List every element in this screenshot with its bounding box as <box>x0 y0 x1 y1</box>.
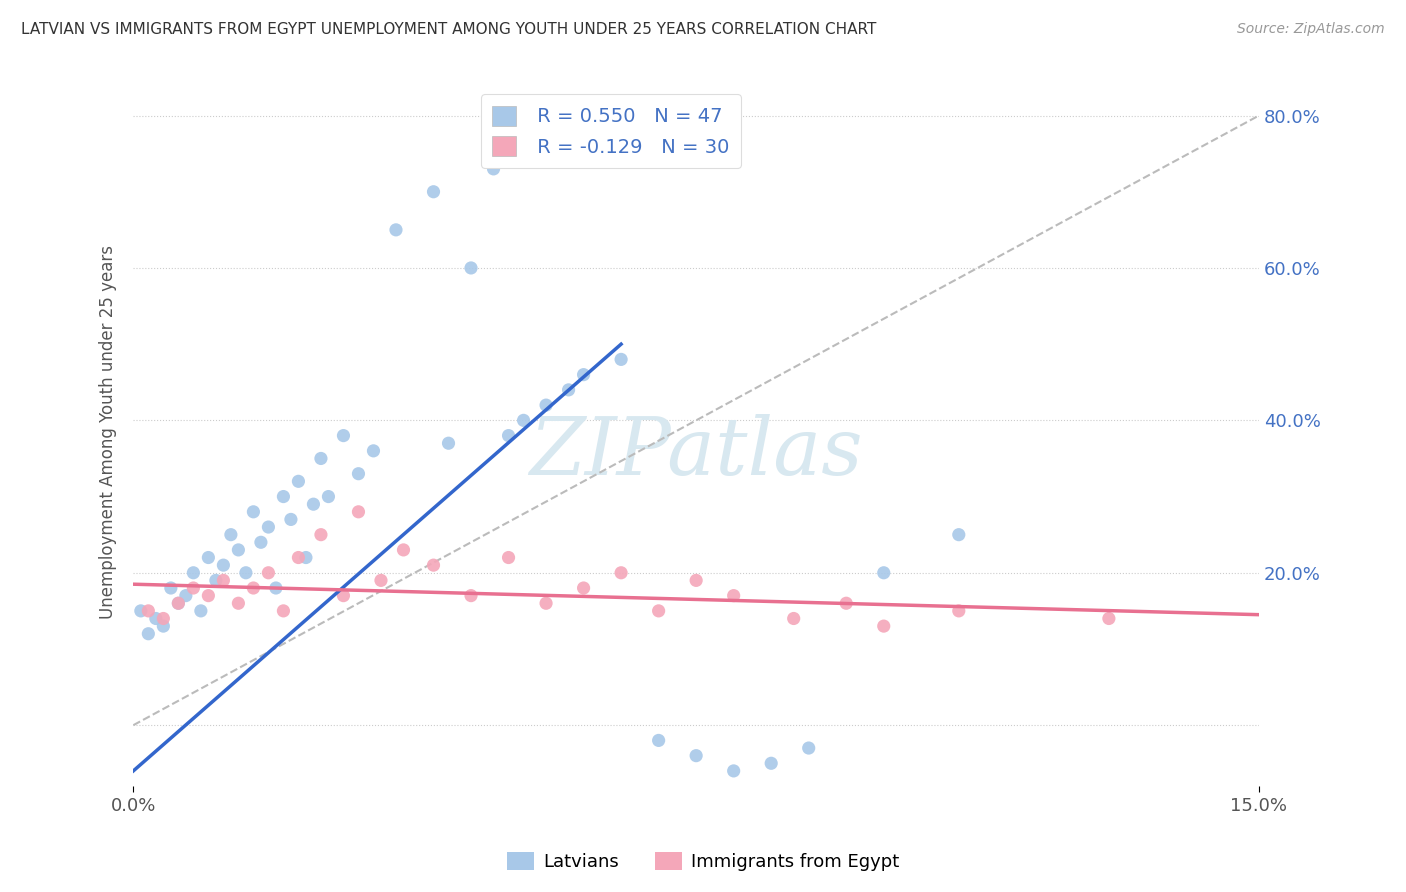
Text: ZIPatlas: ZIPatlas <box>530 414 863 491</box>
Text: Source: ZipAtlas.com: Source: ZipAtlas.com <box>1237 22 1385 37</box>
Point <box>302 497 325 511</box>
Point <box>273 490 295 504</box>
Point <box>280 512 302 526</box>
Point <box>422 185 444 199</box>
Point <box>512 413 534 427</box>
Text: LATVIAN VS IMMIGRANTS FROM EGYPT UNEMPLOYMENT AMONG YOUTH UNDER 25 YEARS CORRELA: LATVIAN VS IMMIGRANTS FROM EGYPT UNEMPLO… <box>21 22 876 37</box>
Point <box>783 611 806 625</box>
Point <box>685 748 707 763</box>
Point <box>138 626 160 640</box>
Point <box>534 596 557 610</box>
Point <box>498 550 520 565</box>
Point <box>174 589 197 603</box>
Point <box>152 611 174 625</box>
Point <box>723 764 745 778</box>
Point <box>138 604 160 618</box>
Point <box>228 542 250 557</box>
Point <box>212 574 235 588</box>
Point <box>392 542 415 557</box>
Point <box>572 581 595 595</box>
Point <box>318 490 340 504</box>
Point <box>498 428 520 442</box>
Point <box>370 574 392 588</box>
Point <box>257 566 280 580</box>
Point <box>183 581 205 595</box>
Point <box>332 428 354 442</box>
Point <box>309 527 332 541</box>
Point <box>212 558 235 573</box>
Point <box>797 741 820 756</box>
Point <box>347 467 370 481</box>
Legend: Latvians, Immigrants from Egypt: Latvians, Immigrants from Egypt <box>499 845 907 879</box>
Point <box>228 596 250 610</box>
Point <box>332 589 354 603</box>
Point <box>273 604 295 618</box>
Point <box>723 589 745 603</box>
Point <box>534 398 557 412</box>
Point <box>145 611 167 625</box>
Point <box>219 527 242 541</box>
Point <box>167 596 190 610</box>
Point <box>685 574 707 588</box>
Point <box>242 581 264 595</box>
Point <box>572 368 595 382</box>
Point <box>557 383 579 397</box>
Point <box>235 566 257 580</box>
Point <box>460 589 482 603</box>
Point <box>835 596 858 610</box>
Point <box>610 566 633 580</box>
Point <box>129 604 152 618</box>
Point <box>183 566 205 580</box>
Y-axis label: Unemployment Among Youth under 25 years: Unemployment Among Youth under 25 years <box>100 244 117 619</box>
Point <box>250 535 273 549</box>
Point <box>948 527 970 541</box>
Point <box>197 589 219 603</box>
Point <box>197 550 219 565</box>
Point <box>257 520 280 534</box>
Point <box>309 451 332 466</box>
Point <box>363 443 385 458</box>
Point <box>948 604 970 618</box>
Point <box>167 596 190 610</box>
Point <box>295 550 318 565</box>
Point <box>287 475 309 489</box>
Point <box>647 733 669 747</box>
Point <box>437 436 460 450</box>
Point <box>610 352 633 367</box>
Point <box>287 550 309 565</box>
Point <box>385 223 408 237</box>
Point <box>190 604 212 618</box>
Point <box>1098 611 1121 625</box>
Point <box>482 161 505 176</box>
Legend:  R = 0.550   N = 47,  R = -0.129   N = 30: R = 0.550 N = 47, R = -0.129 N = 30 <box>481 95 741 169</box>
Point <box>205 574 228 588</box>
Point <box>242 505 264 519</box>
Point <box>347 505 370 519</box>
Point <box>264 581 287 595</box>
Point <box>873 566 896 580</box>
Point <box>759 756 782 771</box>
Point <box>873 619 896 633</box>
Point <box>160 581 183 595</box>
Point <box>152 619 174 633</box>
Point <box>422 558 444 573</box>
Point <box>460 260 482 275</box>
Point <box>647 604 669 618</box>
